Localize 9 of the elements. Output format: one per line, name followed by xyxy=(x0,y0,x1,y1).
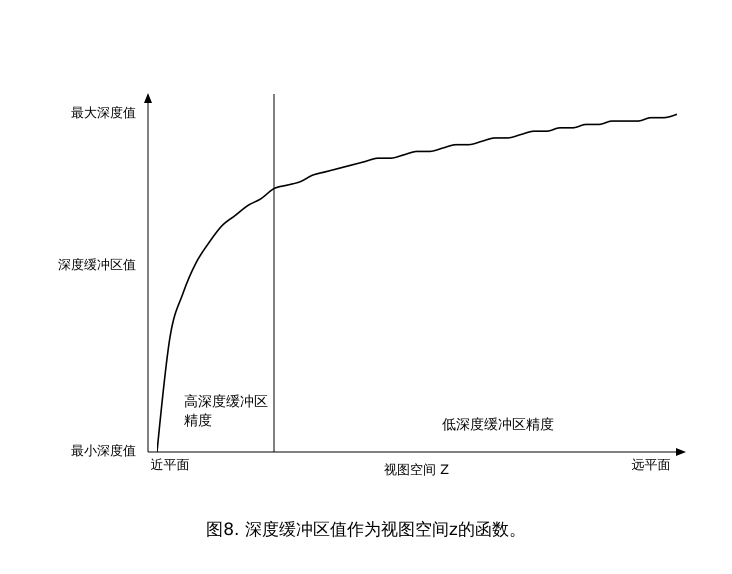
annotation: 高深度缓冲区精度 xyxy=(184,393,269,431)
text: 图8. 深度缓冲区值作为视图空间z的函数。 xyxy=(205,519,527,541)
annotation: 低深度缓冲区精度 xyxy=(441,416,555,435)
text: 深度缓冲区值 xyxy=(58,257,136,276)
x-axis-title: 视图空间 Z xyxy=(384,463,450,478)
x-tick-label: 近平面 xyxy=(150,458,190,474)
text: 最大深度值 xyxy=(71,105,136,124)
x-tick-label: 远平面 xyxy=(632,458,670,474)
text: 最小深度值 xyxy=(71,443,136,461)
